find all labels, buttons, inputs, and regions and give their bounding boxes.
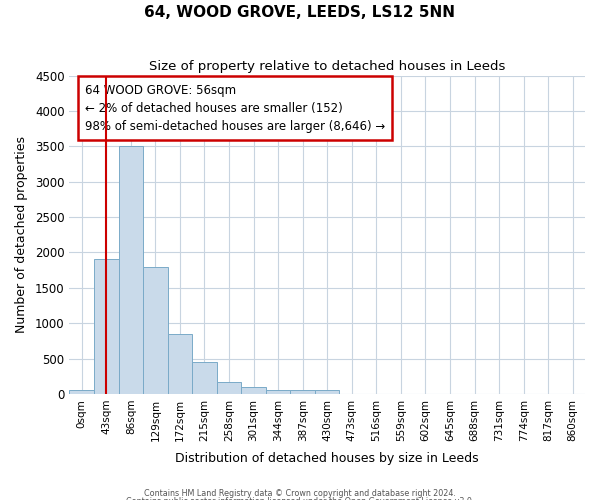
Text: Contains HM Land Registry data © Crown copyright and database right 2024.: Contains HM Land Registry data © Crown c… [144,488,456,498]
Title: Size of property relative to detached houses in Leeds: Size of property relative to detached ho… [149,60,505,73]
Text: 64, WOOD GROVE, LEEDS, LS12 5NN: 64, WOOD GROVE, LEEDS, LS12 5NN [145,5,455,20]
Bar [315,390,340,394]
Bar [217,382,241,394]
Text: 64 WOOD GROVE: 56sqm
← 2% of detached houses are smaller (152)
98% of semi-detac: 64 WOOD GROVE: 56sqm ← 2% of detached ho… [85,84,385,132]
Bar [290,390,315,394]
Bar [70,390,94,394]
Bar [143,266,167,394]
Bar [192,362,217,394]
Text: Contains public sector information licensed under the Open Government Licence v3: Contains public sector information licen… [126,497,474,500]
Bar [241,387,266,394]
Y-axis label: Number of detached properties: Number of detached properties [15,136,28,333]
Bar [167,334,192,394]
X-axis label: Distribution of detached houses by size in Leeds: Distribution of detached houses by size … [175,452,479,465]
Bar [94,260,119,394]
Bar [119,146,143,394]
Bar [266,390,290,394]
